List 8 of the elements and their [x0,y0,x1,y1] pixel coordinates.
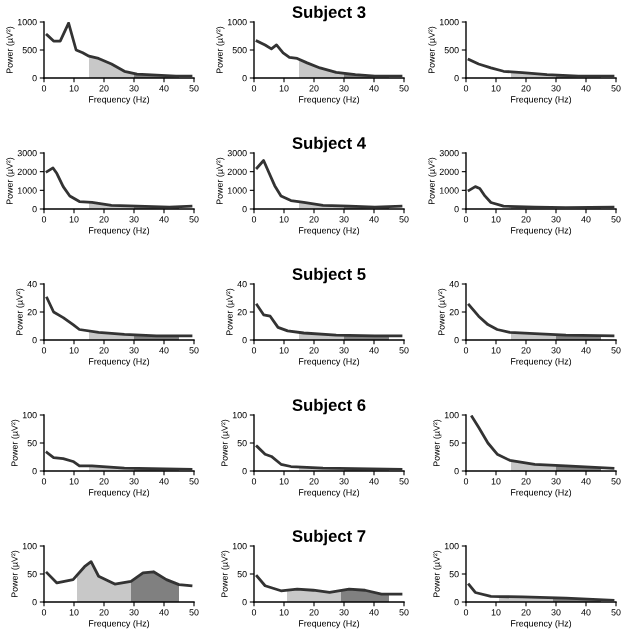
line-series [255,159,403,209]
chart-title: Subject 5 [292,267,366,284]
chart-title: Subject 6 [292,398,366,415]
chart-title: Subject 4 [292,136,366,153]
line-series [45,22,193,78]
line-series [470,415,615,470]
chart-title: Subject 3 [292,5,366,22]
chart-title: Subject 7 [292,529,366,546]
